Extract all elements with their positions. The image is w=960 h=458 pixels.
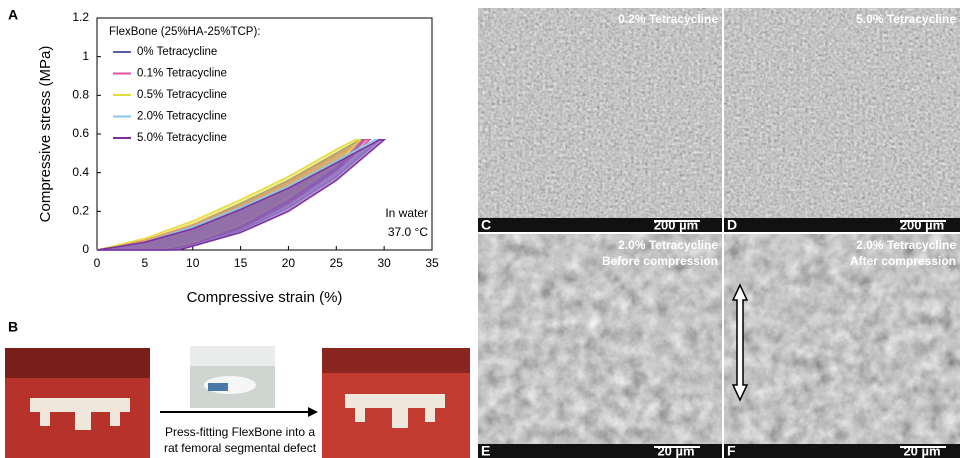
scale-label: 200 µm: [654, 217, 698, 232]
legend-label: 0% Tetracycline: [137, 46, 217, 58]
panel-label: C: [481, 217, 491, 233]
photo-middle: [190, 346, 275, 408]
legend-label: 0.5% Tetracycline: [137, 89, 227, 101]
legend-title: FlexBone (25%HA-25%TCP):: [109, 26, 260, 38]
annotation: In water: [385, 206, 428, 220]
y-tick-label: 0.2: [72, 204, 89, 218]
caption-line: rat femoral segmental defect: [164, 441, 317, 455]
arrow-head: [308, 407, 318, 417]
annotation: 37.0 °C: [388, 225, 428, 239]
sem-image: C 200 µm 0.2% Tetracycline: [478, 8, 722, 233]
panel-label: D: [727, 217, 737, 233]
sem-image: D 200 µm 5.0% Tetracycline: [724, 8, 960, 233]
x-tick-label: 10: [186, 256, 200, 270]
photo-left: [5, 348, 150, 458]
sem-texture: [724, 8, 960, 232]
sem-label: 5.0% Tetracycline: [856, 12, 956, 26]
sem-label: After compression: [850, 254, 956, 268]
sem-texture: [478, 8, 722, 232]
legend-label: 2.0% Tetracycline: [137, 111, 227, 123]
scale-bar: [654, 220, 700, 222]
legend-label: 0.1% Tetracycline: [137, 68, 227, 80]
x-tick-label: 25: [330, 256, 344, 270]
y-tick-label: 1.2: [72, 10, 89, 24]
sem-image: E 20 µm 2.0% Tetracycline Before compressio…: [478, 234, 722, 458]
panel-label: E: [481, 443, 490, 458]
y-tick-label: 0.6: [72, 126, 89, 140]
y-tick-label: 0: [82, 242, 89, 256]
legend-label: 5.0% Tetracycline: [137, 132, 227, 144]
scale-label: 200 µm: [900, 217, 944, 232]
scale-label: 20 µm: [657, 443, 694, 458]
scale-bar: [900, 220, 946, 222]
sem-label: 2.0% Tetracycline: [856, 238, 956, 252]
photo-right: [322, 348, 470, 458]
y-tick-label: 0.8: [72, 88, 89, 102]
scale-label: 20 µm: [903, 443, 940, 458]
x-tick-label: 0: [94, 256, 101, 270]
scale-bar: [900, 446, 946, 448]
x-tick-label: 30: [377, 256, 391, 270]
caption-line: Press-fitting FlexBone into a: [165, 425, 315, 439]
sem-image: F 20 µm 2.0% Tetracycline After compression: [724, 234, 960, 458]
panel-label: F: [727, 443, 736, 458]
x-tick-label: 20: [282, 256, 296, 270]
sem-label: 2.0% Tetracycline: [618, 238, 718, 252]
x-tick-label: 5: [142, 256, 149, 270]
y-axis-label: Compressive stress (MPa): [37, 46, 54, 223]
x-tick-label: 15: [234, 256, 248, 270]
scale-bar: [654, 446, 700, 448]
y-tick-label: 1: [82, 49, 89, 63]
panel-label: B: [8, 319, 18, 335]
y-tick-label: 0.4: [72, 165, 89, 179]
sem-label: Before compression: [602, 254, 718, 268]
panel-label: A: [8, 7, 18, 23]
figure: Press-fitting FlexBone into a rat femora…: [0, 0, 960, 458]
x-axis-label: Compressive strain (%): [187, 289, 343, 306]
x-tick-label: 35: [425, 256, 439, 270]
sem-label: 0.2% Tetracycline: [618, 12, 718, 26]
